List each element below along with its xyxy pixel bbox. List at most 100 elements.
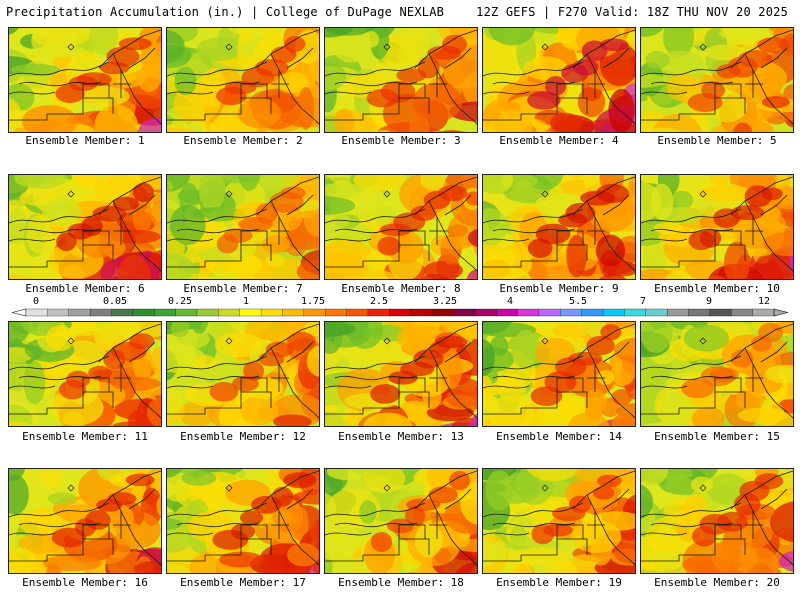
map-boundaries [325,29,477,125]
precip-map-field [641,469,793,573]
colorbar-swatch [389,308,412,317]
ensemble-member-map [482,27,636,133]
precip-map-field [9,28,161,132]
ensemble-member-map [482,174,636,280]
map-boundaries [9,176,161,272]
colorbar-strip [11,308,789,317]
colorbar-swatch [666,308,689,317]
colorbar-swatch [325,308,348,317]
ensemble-member-map [482,468,636,574]
colorbar-swatch [538,308,561,317]
colorbar-swatch [196,308,219,317]
colorbar-swatch [346,308,369,317]
ensemble-member-map [482,321,636,427]
map-boundaries [483,323,635,419]
colorbar-right-arrow [773,308,789,317]
ensemble-member-label: Ensemble Member: 3 [341,134,461,147]
ensemble-member-label: Ensemble Member: 19 [496,576,622,589]
colorbar-left-arrow [11,308,27,317]
colorbar-swatch [132,308,155,317]
precip-map-field [641,322,793,426]
colorbar-tick-label: 2.5 [369,296,389,307]
ensemble-member-map [166,174,320,280]
colorbar-swatch [645,308,668,317]
precip-map-field [641,175,793,279]
map-boundaries [483,176,635,272]
colorbar-tick-label: 3.25 [432,296,458,307]
ensemble-member-map [640,468,794,574]
map-boundaries [641,470,793,566]
ensemble-member-label: Ensemble Member: 18 [338,576,464,589]
ensemble-member-map [8,27,162,133]
map-boundaries [167,29,319,125]
map-boundaries [325,470,477,566]
colorbar-swatch [602,308,625,317]
ensemble-member-map [640,27,794,133]
colorbar-swatch [688,308,711,317]
colorbar-swatch [89,308,112,317]
colorbar-tick-label: 9 [705,296,713,307]
precip-map-field [325,469,477,573]
map-boundaries [641,29,793,125]
colorbar-tick-label: 1.75 [300,296,326,307]
map-boundaries [641,176,793,272]
colorbar-swatch [731,308,754,317]
ensemble-member-map [640,174,794,280]
map-boundaries [167,323,319,419]
ensemble-member-map [640,321,794,427]
colorbar-swatch [111,308,134,317]
map-boundaries [483,29,635,125]
colorbar-tick-label: 7 [639,296,647,307]
precip-map-field [641,28,793,132]
colorbar-swatch [581,308,604,317]
ensemble-member-label: Ensemble Member: 9 [499,282,619,295]
ensemble-member-label: Ensemble Member: 1 [25,134,145,147]
ensemble-member-label: Ensemble Member: 7 [183,282,303,295]
precip-map-field [483,28,635,132]
ensemble-member-label: Ensemble Member: 5 [657,134,777,147]
precip-map-field [483,469,635,573]
colorbar-swatch [496,308,518,317]
colorbar-tick-label: 1 [242,296,250,307]
ensemble-member-label: Ensemble Member: 13 [338,430,464,443]
colorbar-swatch [282,308,305,317]
colorbar-swatch [175,308,198,317]
precip-map-field [167,469,319,573]
precip-map-field [167,28,319,132]
precip-colorbar: 0 0.05 0.25 1 1.75 2.5 3.25 4 5.5 7 9 12 [11,296,789,320]
ensemble-member-label: Ensemble Member: 4 [499,134,619,147]
precip-map-field [483,322,635,426]
colorbar-swatch [218,308,241,317]
colorbar-swatch [154,308,177,317]
colorbar-tick-label: 0.05 [102,296,128,307]
precip-map-field [483,175,635,279]
ensemble-member-label: Ensemble Member: 12 [180,430,306,443]
ensemble-member-map [324,27,478,133]
map-boundaries [325,323,477,419]
colorbar-tick-label: 0 [32,296,40,307]
ensemble-member-label: Ensemble Member: 2 [183,134,303,147]
ensemble-member-label: Ensemble Member: 17 [180,576,306,589]
ensemble-member-map [166,321,320,427]
colorbar-swatch [752,308,775,317]
ensemble-member-label: Ensemble Member: 11 [22,430,148,443]
ensemble-member-map [324,321,478,427]
precip-map-field [167,322,319,426]
ensemble-member-label: Ensemble Member: 16 [22,576,148,589]
colorbar-swatch [624,308,647,317]
map-boundaries [641,323,793,419]
ensemble-member-map [166,468,320,574]
colorbar-swatch [709,308,732,317]
colorbar-swatch [239,308,262,317]
colorbar-swatch [410,308,433,317]
run-info: 12Z GEFS | F270 Valid: 18Z THU NOV 20 20… [476,5,788,19]
colorbar-swatch [474,308,497,317]
colorbar-tick-label: 0.25 [167,296,193,307]
colorbar-swatch [303,308,326,317]
map-boundaries [9,29,161,125]
map-boundaries [325,176,477,272]
ensemble-member-label: Ensemble Member: 10 [654,282,780,295]
colorbar-swatch [367,308,390,317]
ensemble-member-label: Ensemble Member: 15 [654,430,780,443]
ensemble-member-label: Ensemble Member: 8 [341,282,461,295]
